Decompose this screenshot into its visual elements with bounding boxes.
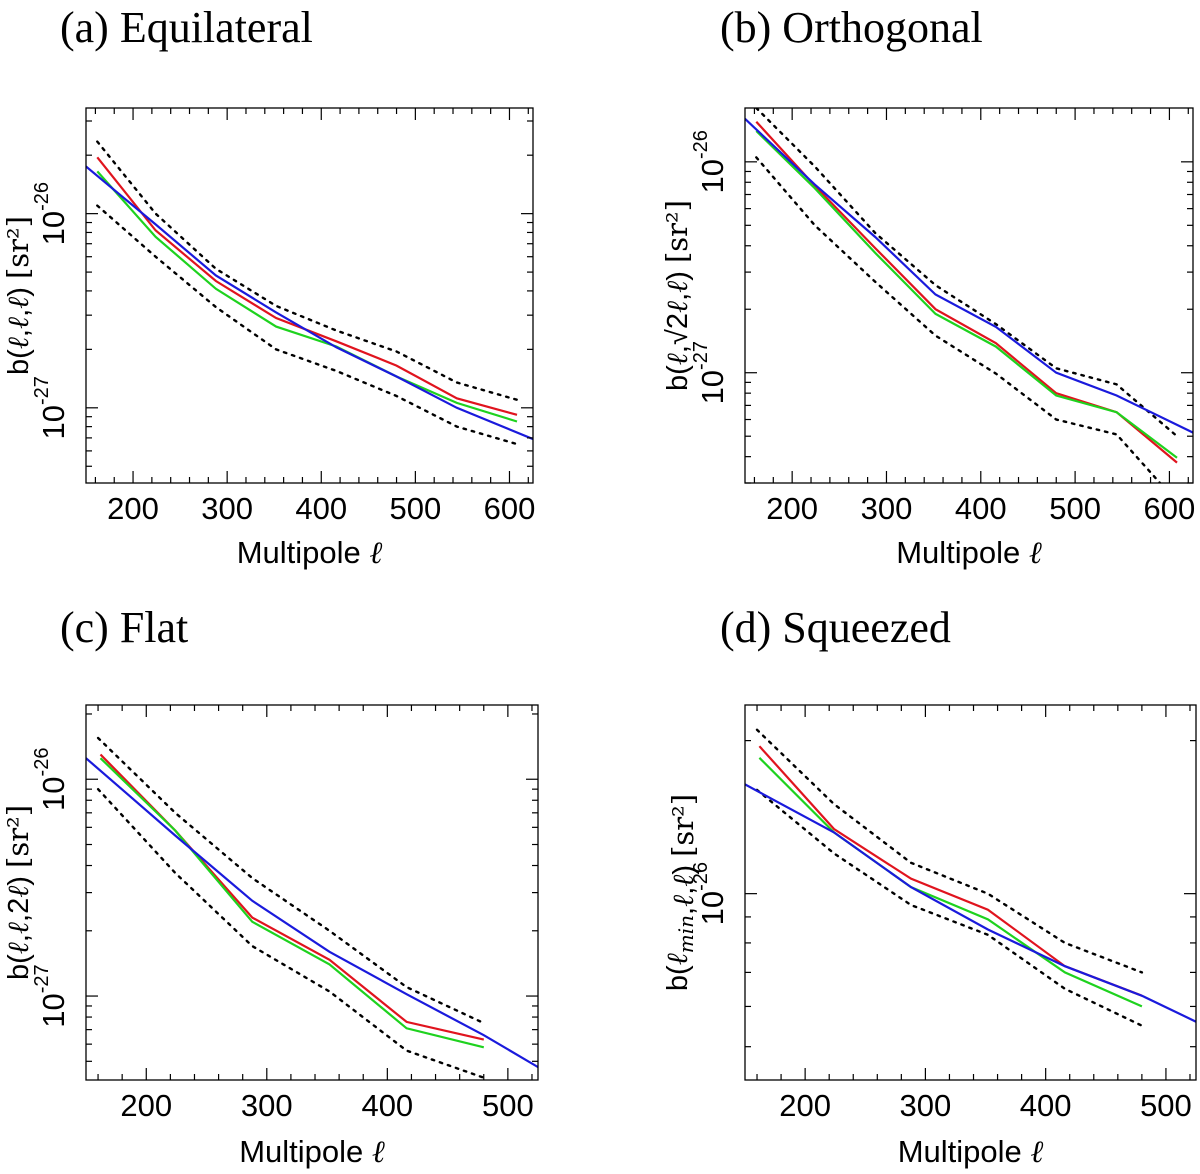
- plot-frame: [744, 704, 1197, 1081]
- panel-b: (b) Orthogonal 200 300 400 500 600 10-27 10-26 M…: [660, 3, 1195, 571]
- series-line-blue: [86, 165, 533, 441]
- series-line-green: [99, 757, 485, 1049]
- y-tick-label: 10-26: [31, 748, 71, 811]
- series-line-upper: [755, 108, 1179, 438]
- x-tick-label: 200: [120, 1088, 172, 1123]
- panel-title: (c) Flat: [60, 603, 188, 652]
- series-line-green: [758, 757, 1143, 1008]
- series-group: [86, 736, 538, 1079]
- series-line-red: [96, 156, 518, 416]
- y-axis-label: b(ℓ,√2ℓ,ℓ) [sr²]: [660, 200, 694, 391]
- x-tick-label: 300: [861, 491, 913, 526]
- series-line-lower: [755, 788, 1144, 1027]
- series-line-blue: [745, 783, 1196, 1023]
- x-tick-label: 200: [766, 491, 818, 526]
- x-tick-label: 600: [1144, 491, 1196, 526]
- x-tick-label: 300: [201, 491, 253, 526]
- x-tick-label: 600: [484, 491, 536, 526]
- y-tick-label: 10-26: [690, 862, 730, 925]
- x-tick-label: 500: [1140, 1088, 1192, 1123]
- y-axis-label: b(ℓmin,ℓ,ℓ) [sr²]: [660, 794, 700, 991]
- plot-frame: [744, 107, 1194, 484]
- y-axis-label: b(ℓ,ℓ,ℓ) [sr²]: [1, 216, 35, 375]
- panel-c: (c) Flat 200 300 400 500 10-27 10-26 Multipole …: [1, 603, 539, 1170]
- y-tick-label: 10-27: [690, 341, 730, 404]
- y-axis-label: b(ℓ,ℓ,2ℓ) [sr²]: [1, 805, 35, 980]
- series-group: [745, 108, 1193, 483]
- series-line-blue: [86, 757, 538, 1069]
- x-tick-label: 300: [241, 1088, 293, 1123]
- panel-a: (a) Equilateral 200 300 400 500 600 10-27 10-26…: [1, 3, 535, 571]
- y-tick-label: 10-26: [31, 182, 71, 245]
- x-axis-label: Multipole ℓ: [896, 535, 1042, 571]
- series-line-blue: [745, 117, 1193, 434]
- y-tick-label: 10-27: [31, 376, 71, 439]
- x-tick-label: 400: [361, 1088, 413, 1123]
- panel-title: (d) Squeezed: [720, 603, 951, 652]
- x-tick-label: 200: [107, 491, 159, 526]
- series-line-lower: [755, 156, 1162, 483]
- panel-title: (a) Equilateral: [60, 3, 313, 52]
- series-group: [745, 728, 1196, 1027]
- plot-frame: [85, 704, 539, 1081]
- x-axis-label: Multipole ℓ: [239, 1134, 385, 1170]
- panel-d: (d) Squeezed 200 300 400 500 10-26 Multipole ℓ…: [660, 603, 1197, 1170]
- x-tick-label: 300: [900, 1088, 952, 1123]
- series-line-upper: [755, 728, 1144, 974]
- x-tick-label: 400: [955, 491, 1007, 526]
- series-line-green: [96, 170, 518, 423]
- x-tick-label: 400: [295, 491, 347, 526]
- series-line-green: [755, 130, 1178, 459]
- y-tick-label: 10-26: [690, 130, 730, 193]
- series-line-red: [758, 745, 1143, 997]
- panel-title: (b) Orthogonal: [720, 3, 983, 52]
- x-tick-label: 500: [1049, 491, 1101, 526]
- x-tick-label: 500: [482, 1088, 534, 1123]
- x-axis-label: Multipole ℓ: [898, 1134, 1044, 1170]
- x-tick-label: 200: [779, 1088, 831, 1123]
- x-tick-label: 400: [1020, 1088, 1072, 1123]
- x-tick-label: 500: [390, 491, 442, 526]
- plot-frame: [85, 107, 534, 484]
- series-line-upper: [96, 736, 485, 1025]
- series-group: [86, 140, 533, 446]
- x-axis-label: Multipole ℓ: [237, 535, 383, 571]
- series-line-lower: [96, 788, 485, 1079]
- y-tick-label: 10-27: [31, 964, 71, 1027]
